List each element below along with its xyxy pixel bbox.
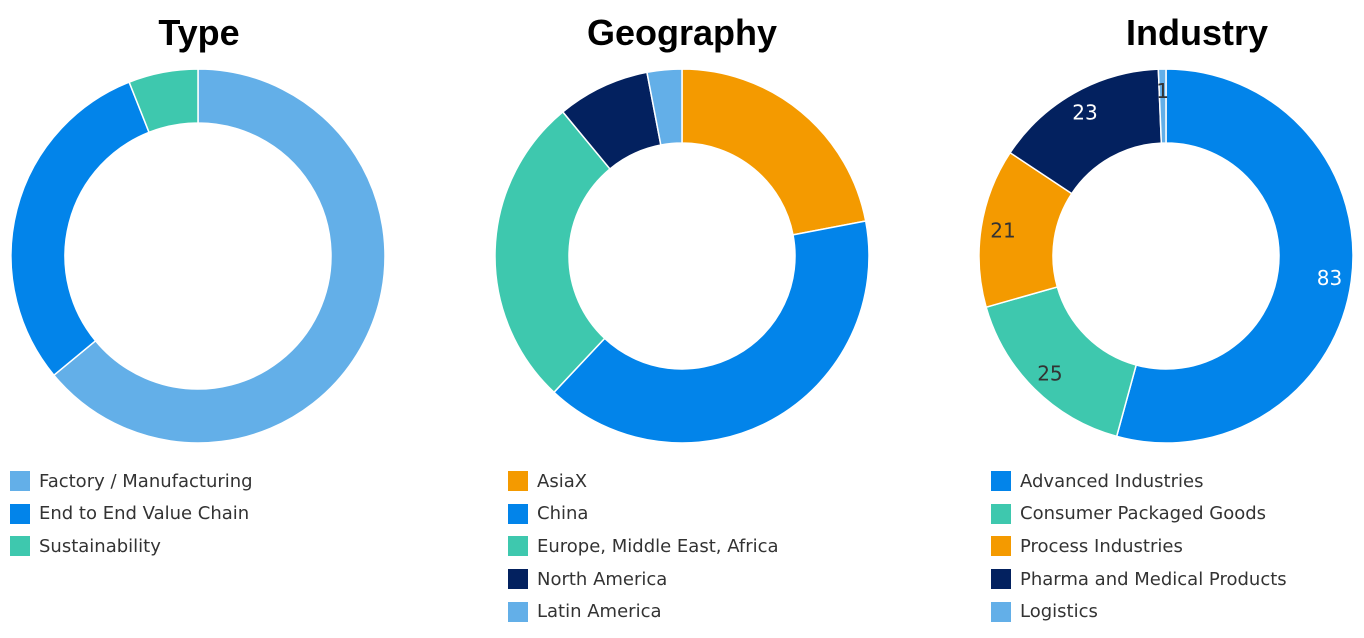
legend-item-china: China <box>508 498 779 531</box>
legend-item-end-to-end-value-chain: End to End Value Chain <box>10 498 253 531</box>
legend-item-pharma-and-medical-products: Pharma and Medical Products <box>991 563 1287 596</box>
data-label-process-industries: 21 <box>990 219 1015 243</box>
legend-swatch <box>991 536 1011 557</box>
industry-chart-panel: Industry 83 25 21 23 1 Advanced Industries Co… <box>910 0 1364 638</box>
slice-asiax <box>681 68 867 236</box>
slice-latin-america <box>646 68 683 146</box>
legend-label: End to End Value Chain <box>39 503 250 525</box>
industry-legend: Advanced Industries Consumer Packaged Goo… <box>991 465 1287 628</box>
slice-sustainability <box>128 68 199 134</box>
legend-swatch <box>508 536 528 557</box>
legend-swatch <box>991 471 1011 492</box>
slice-china <box>552 220 870 444</box>
legend-label: Consumer Packaged Goods <box>1020 503 1267 525</box>
legend-item-process-industries: Process Industries <box>991 530 1287 563</box>
legend-item-latin-america: Latin America <box>508 595 779 628</box>
legend-label: Latin America <box>537 601 662 623</box>
legend-swatch <box>10 536 30 557</box>
legend-label: Process Industries <box>1020 535 1183 557</box>
data-label-consumer-packaged-goods: 25 <box>1037 361 1062 385</box>
legend-item-asiax: AsiaX <box>508 465 779 498</box>
data-label-advanced-industries: 83 <box>1317 266 1342 290</box>
industry-chart-title: Industry <box>1125 12 1268 53</box>
legend-item-sustainability: Sustainability <box>10 530 253 563</box>
type-chart-panel: Type Factory / Manufacturing End to End V… <box>0 0 454 638</box>
legend-label: Factory / Manufacturing <box>39 470 253 492</box>
legend-swatch <box>508 471 528 492</box>
legend-item-advanced-industries: Advanced Industries <box>991 465 1287 498</box>
geography-donut-chart <box>494 68 870 444</box>
legend-swatch <box>10 503 30 524</box>
legend-swatch <box>508 503 528 524</box>
type-legend: Factory / Manufacturing End to End Value … <box>10 465 253 563</box>
legend-label: China <box>537 503 589 525</box>
legend-item-factory-manufacturing: Factory / Manufacturing <box>10 465 253 498</box>
geography-legend: AsiaX China Europe, Middle East, Africa Nor… <box>508 465 779 628</box>
legend-label: Logistics <box>1020 601 1098 623</box>
legend-swatch <box>991 601 1011 622</box>
legend-item-europe-middle-east-africa: Europe, Middle East, Africa <box>508 530 779 563</box>
legend-item-north-america: North America <box>508 563 779 596</box>
legend-swatch <box>991 569 1011 590</box>
slice-logistics <box>1157 68 1167 144</box>
data-label-logistics: 1 <box>1156 79 1169 103</box>
legend-item-consumer-packaged-goods: Consumer Packaged Goods <box>991 498 1287 531</box>
slice-europe-middle-east-africa <box>494 110 612 394</box>
slice-end-to-end-value-chain <box>10 81 151 377</box>
legend-label: Advanced Industries <box>1020 470 1204 492</box>
legend-label: Pharma and Medical Products <box>1020 568 1287 590</box>
legend-swatch <box>10 471 30 492</box>
legend-swatch <box>508 569 528 590</box>
legend-label: AsiaX <box>537 470 588 492</box>
legend-label: Sustainability <box>39 535 161 557</box>
legend-label: Europe, Middle East, Africa <box>537 535 779 557</box>
legend-swatch <box>991 503 1011 524</box>
type-donut-chart <box>10 68 386 444</box>
legend-item-logistics: Logistics <box>991 595 1287 628</box>
legend-swatch <box>508 601 528 622</box>
geography-chart-title: Geography <box>586 12 778 53</box>
slice-advanced-industries <box>1115 68 1354 444</box>
industry-donut-chart: 83 25 21 23 1 <box>978 68 1354 444</box>
slice-factory-manufacturing <box>52 68 386 444</box>
legend-label: North America <box>537 568 668 590</box>
geography-chart-panel: Geography AsiaX China Europe, Middle East,… <box>455 0 909 638</box>
data-label-pharma-and-medical-products: 23 <box>1072 100 1097 124</box>
type-chart-title: Type <box>158 12 240 53</box>
